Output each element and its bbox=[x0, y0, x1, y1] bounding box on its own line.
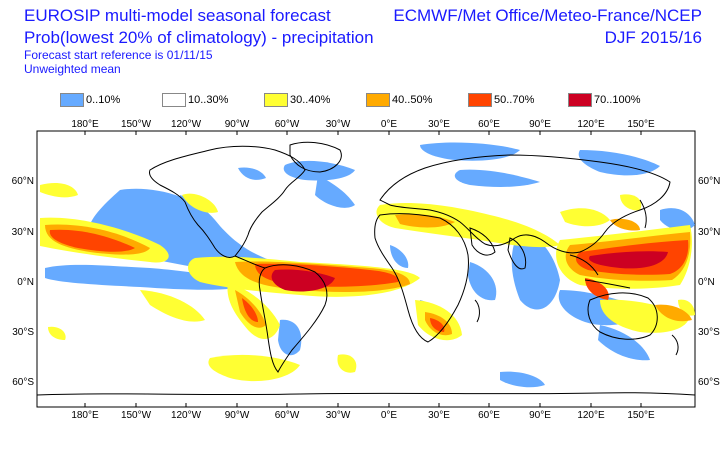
lon-tick-label: 60°W bbox=[275, 119, 300, 130]
lon-tick-label: 150°E bbox=[627, 410, 655, 421]
lon-axis-bottom: 180°E 150°W 120°W 90°W 60°W 30°W 0°E 30°… bbox=[71, 410, 655, 421]
centres-text: ECMWF/Met Office/Meteo-France/NCEP bbox=[393, 6, 702, 25]
lon-tick-label: 60°W bbox=[275, 410, 300, 421]
lon-tick-label: 30°E bbox=[428, 119, 450, 130]
lon-tick-label: 0°E bbox=[381, 119, 398, 130]
lon-tick-label: 90°E bbox=[529, 410, 551, 421]
lon-tick-label: 150°E bbox=[627, 119, 655, 130]
legend-item-70-100: 70..100% bbox=[568, 92, 640, 108]
legend-label: 30..40% bbox=[290, 94, 331, 106]
legend-item-40-50: 40..50% bbox=[366, 92, 432, 108]
lon-tick-label: 180°E bbox=[71, 410, 99, 421]
legend-item-0-10: 0..10% bbox=[60, 92, 120, 108]
lat-tick-label: 30°N bbox=[12, 227, 34, 238]
legend-label: 70..100% bbox=[594, 94, 641, 106]
lat-tick-label: 60°S bbox=[698, 377, 720, 388]
legend-item-50-70: 50..70% bbox=[468, 92, 534, 108]
lon-tick-label: 30°W bbox=[326, 119, 351, 130]
lon-tick-label: 120°W bbox=[171, 119, 202, 130]
lat-tick-label: 60°S bbox=[12, 377, 34, 388]
lon-tick-label: 90°E bbox=[529, 119, 551, 130]
legend-label: 10..30% bbox=[188, 94, 229, 106]
legend-label: 40..50% bbox=[392, 94, 433, 106]
lon-tick-label: 60°E bbox=[478, 119, 500, 130]
lat-tick-label: 60°N bbox=[698, 176, 720, 187]
axis-ticks bbox=[84, 131, 642, 407]
lat-axis-left: 60°N 30°N 0°N 30°S 60°S bbox=[12, 176, 35, 388]
legend: 0..10% 10..30% 30..40% 40..50% 50..70% 7… bbox=[0, 92, 726, 108]
extreme-probability-areas bbox=[271, 251, 668, 292]
lon-tick-label: 90°W bbox=[225, 410, 250, 421]
coastlines bbox=[37, 141, 695, 396]
lon-tick-label: 120°E bbox=[577, 410, 605, 421]
legend-swatch bbox=[366, 93, 390, 107]
lon-tick-label: 120°W bbox=[171, 410, 202, 421]
lon-tick-label: 120°E bbox=[577, 119, 605, 130]
legend-swatch bbox=[568, 93, 592, 107]
legend-label: 0..10% bbox=[86, 94, 121, 106]
lon-tick-label: 30°W bbox=[326, 410, 351, 421]
lat-tick-label: 30°S bbox=[698, 327, 720, 338]
lon-tick-label: 150°W bbox=[121, 119, 152, 130]
lat-tick-label: 30°S bbox=[12, 327, 34, 338]
season-text: DJF 2015/16 bbox=[604, 28, 702, 47]
lat-axis-right: 60°N 30°N 0°N 30°S 60°S bbox=[698, 176, 720, 388]
lon-tick-label: 60°E bbox=[478, 410, 500, 421]
legend-item-10-30: 10..30% bbox=[162, 92, 228, 108]
legend-swatch bbox=[162, 93, 186, 107]
legend-swatch bbox=[468, 93, 492, 107]
map-title: EUROSIP multi-model seasonal forecast bbox=[24, 6, 331, 25]
lon-tick-label: 90°W bbox=[225, 119, 250, 130]
legend-item-30-40: 30..40% bbox=[264, 92, 330, 108]
lon-axis-top: 180°E 150°W 120°W 90°W 60°W 30°W 0°E 30°… bbox=[71, 119, 655, 130]
probability-shading bbox=[40, 142, 695, 388]
lat-tick-label: 0°N bbox=[698, 277, 715, 288]
legend-swatch bbox=[264, 93, 288, 107]
lat-tick-label: 30°N bbox=[698, 227, 720, 238]
lon-tick-label: 150°W bbox=[121, 410, 152, 421]
lon-tick-label: 0°E bbox=[381, 410, 398, 421]
lon-tick-label: 180°E bbox=[71, 119, 99, 130]
map-subtitle: Prob(lowest 20% of climatology) - precip… bbox=[24, 28, 374, 47]
forecast-start-text: Forecast start reference is 01/11/15 bbox=[24, 48, 213, 62]
lat-tick-label: 0°N bbox=[17, 277, 34, 288]
lat-tick-label: 60°N bbox=[12, 176, 34, 187]
weighting-text: Unweighted mean bbox=[24, 62, 121, 76]
legend-label: 50..70% bbox=[494, 94, 535, 106]
legend-swatch bbox=[60, 93, 84, 107]
lon-tick-label: 30°E bbox=[428, 410, 450, 421]
